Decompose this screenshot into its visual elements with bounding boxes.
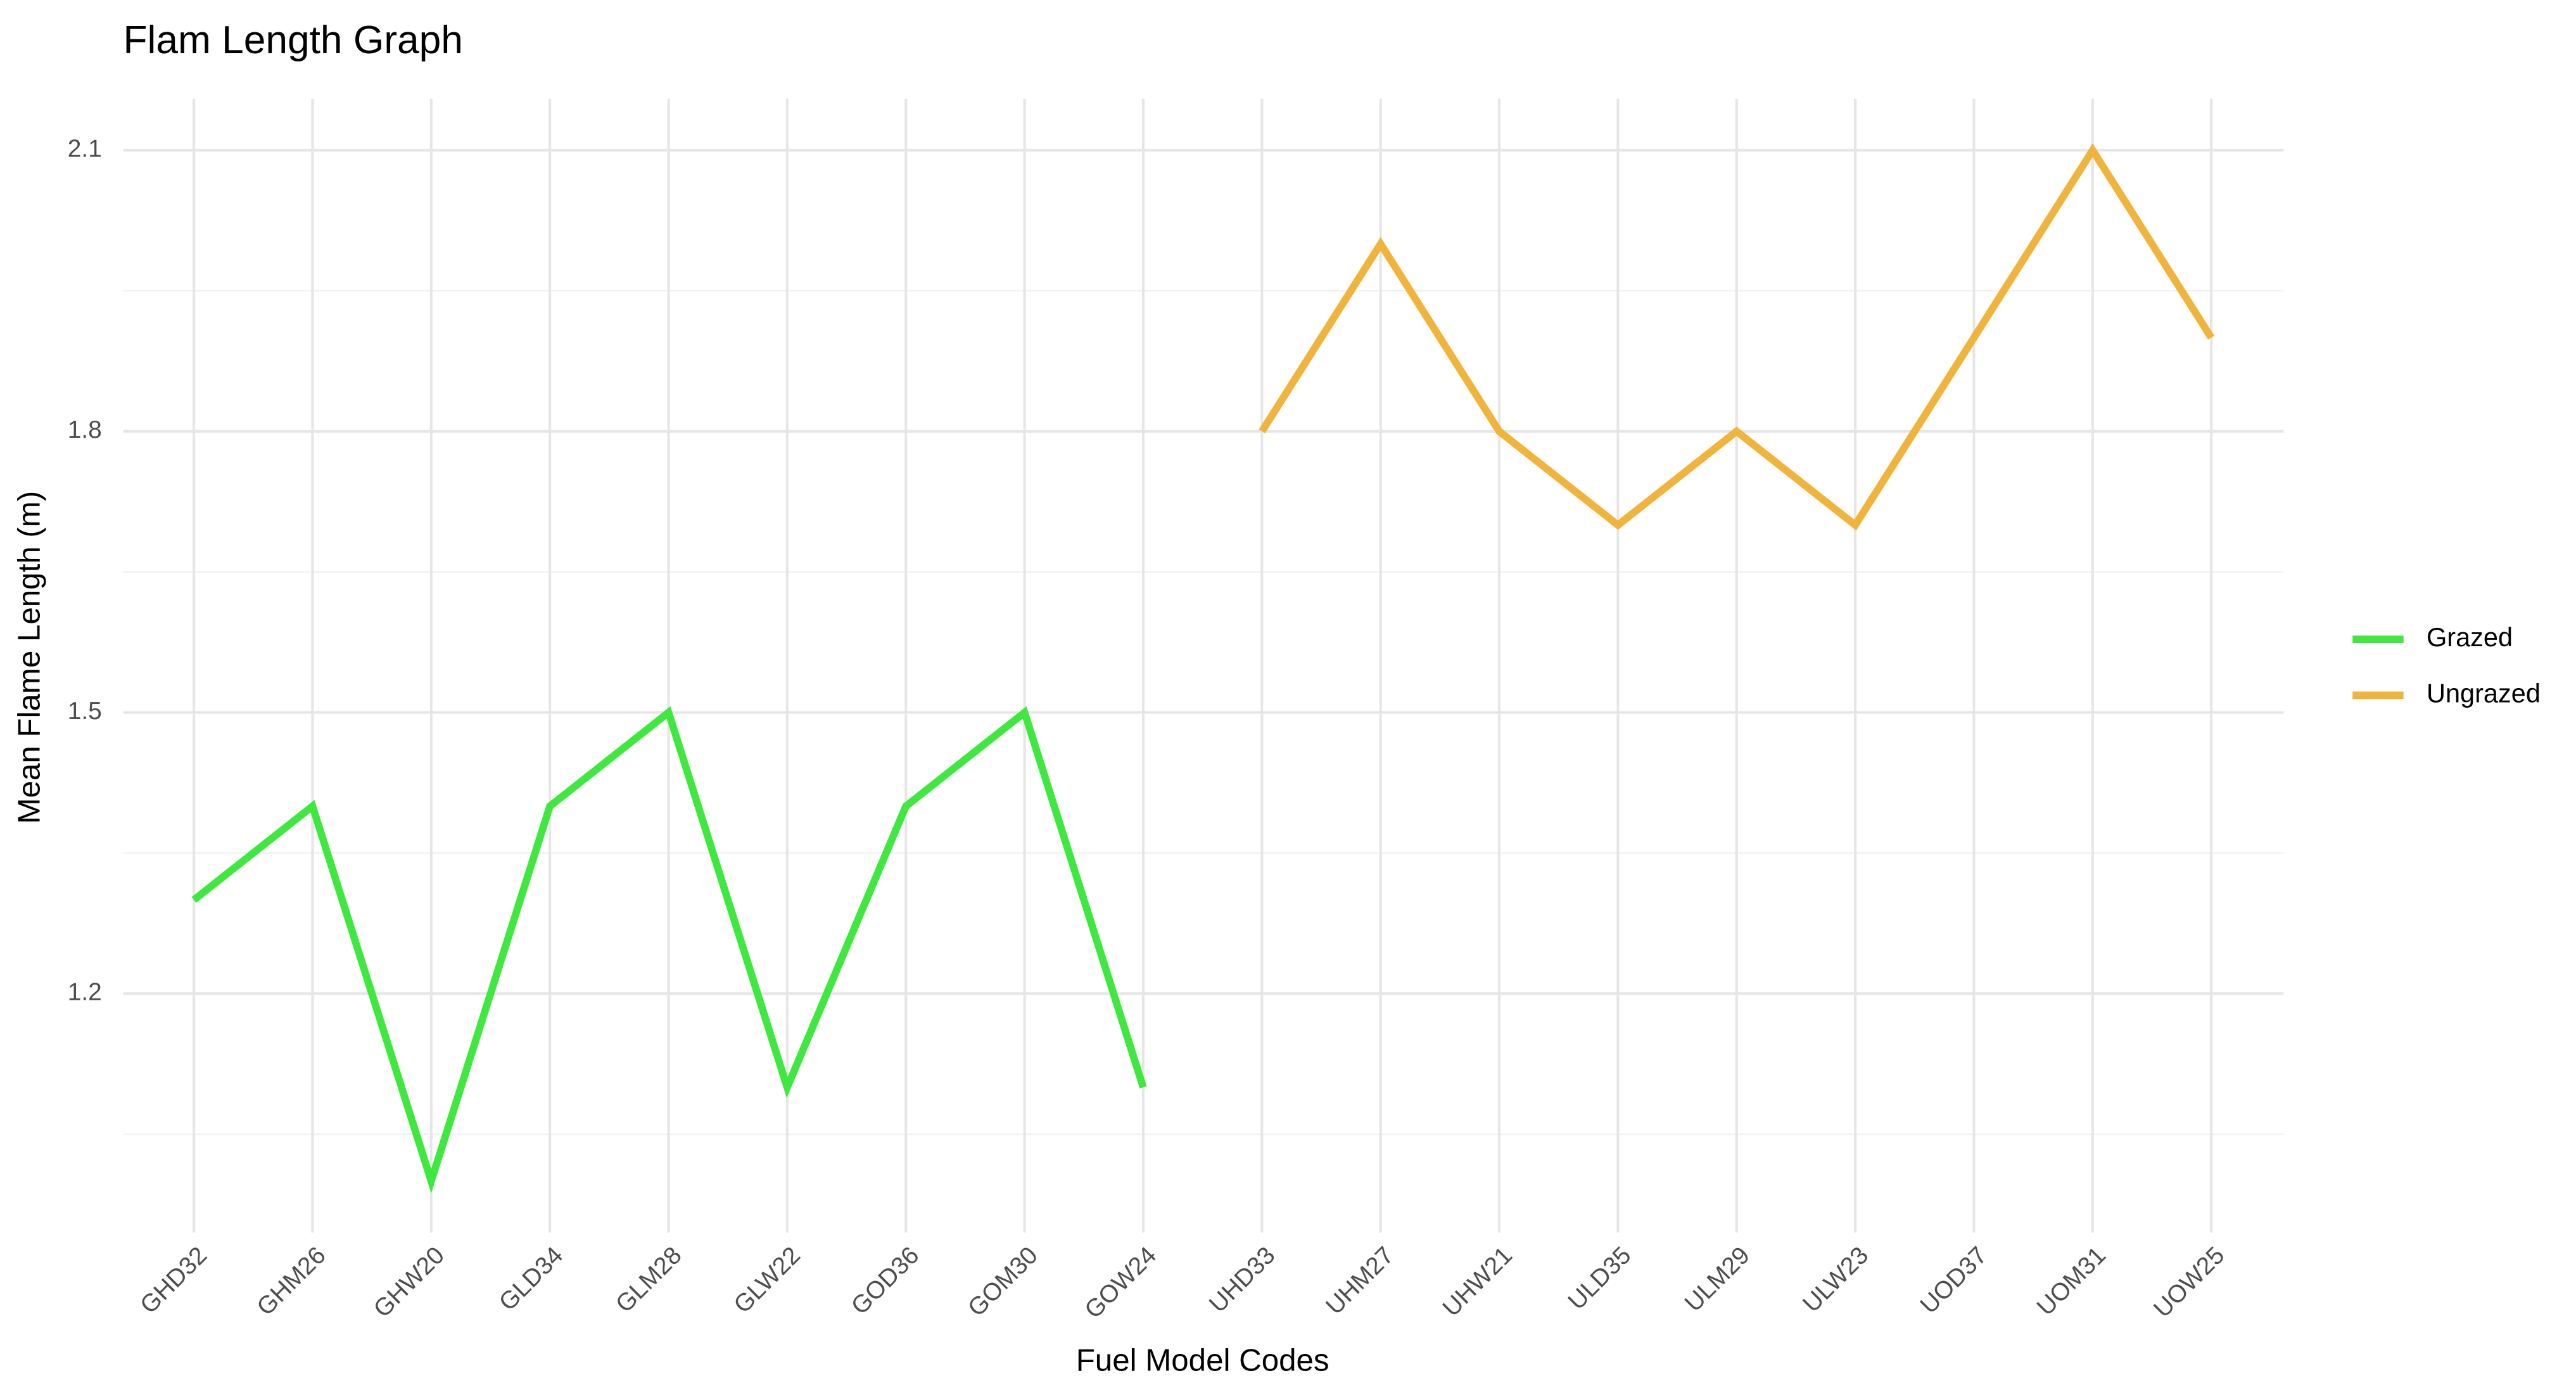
series-line: [1259, 143, 2215, 531]
x-tick-label: UHW21: [1438, 1242, 1518, 1322]
x-tick-label: GLW22: [728, 1242, 806, 1319]
x-tick-label: GHM26: [251, 1242, 331, 1321]
legend-label: Ungrazed: [2427, 678, 2541, 708]
y-tick-label: 1.5: [68, 698, 102, 725]
legend-label: Grazed: [2427, 622, 2513, 652]
x-tick-label: GHD32: [135, 1242, 212, 1319]
x-tick-label: GOW24: [1079, 1242, 1162, 1324]
x-axis-label: Fuel Model Codes: [1076, 1343, 1329, 1377]
x-tick-label: GLD34: [494, 1242, 569, 1317]
plot-area: [191, 143, 2215, 1194]
grid: 1.2 1.5 1.8 2.1 GHD32 GHM26 GHW20 GLD34 GLM28 GLW…: [68, 98, 2284, 1324]
x-tick-label: ULM29: [1680, 1242, 1755, 1317]
chart-title: Flam Length Graph: [124, 18, 463, 62]
x-tick-label: UOW25: [2148, 1242, 2230, 1323]
x-tick-label: GHW20: [369, 1242, 450, 1323]
x-tick-label: GOD36: [846, 1242, 925, 1320]
x-tick-label: UOM31: [2032, 1242, 2111, 1321]
x-tick-label: GLM28: [611, 1242, 687, 1318]
y-axis-label: Mean Flame Length (m): [11, 491, 46, 824]
x-tick-label: UOD37: [1915, 1242, 1993, 1319]
x-tick-label: GOM30: [963, 1242, 1043, 1322]
legend: Grazed Ungrazed: [2352, 622, 2541, 708]
y-tick-label: 1.2: [68, 979, 102, 1006]
x-tick-label: ULW23: [1798, 1242, 1874, 1318]
x-tick-label: ULD35: [1563, 1242, 1637, 1315]
series-line: [191, 706, 1147, 1194]
y-tick-label: 2.1: [68, 135, 102, 162]
x-tick-label: UHD33: [1204, 1242, 1281, 1318]
x-tick-label: UHM27: [1321, 1242, 1399, 1320]
y-tick-label: 1.8: [68, 416, 102, 443]
